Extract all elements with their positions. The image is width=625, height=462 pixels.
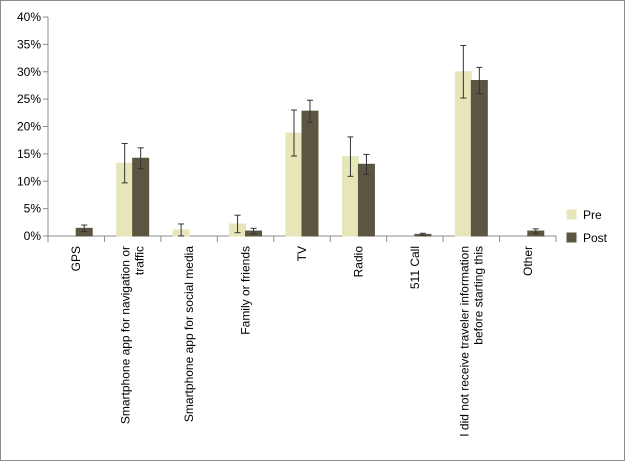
bar-post-7: [470, 80, 488, 237]
y-tick-label: 15%: [17, 147, 41, 161]
y-tick-label: 25%: [17, 92, 41, 106]
y-tick-label: 20%: [17, 120, 41, 134]
y-tick-label: 5%: [24, 202, 42, 216]
y-tick-label: 30%: [17, 65, 41, 79]
x-category-label: Other: [521, 246, 535, 276]
x-category-label: 511 Call: [408, 246, 422, 289]
x-category-label-line: Smartphone app for navigation or: [119, 246, 133, 424]
y-tick-label: 10%: [17, 174, 41, 188]
x-category-label: Family or friends: [239, 246, 253, 335]
legend-label-pre: Pre: [583, 208, 602, 222]
y-tick-label: 0%: [24, 229, 42, 243]
legend-swatch-pre: [566, 209, 577, 220]
bar-post-1: [132, 157, 150, 237]
y-tick-label: 35%: [17, 37, 41, 51]
x-category-label-line: Radio: [351, 246, 365, 278]
bar-post-4: [301, 110, 319, 237]
x-category-label-line: GPS: [69, 246, 83, 271]
x-category-label: I did not receive traveler informationbe…: [457, 246, 485, 437]
legend-swatch-post: [566, 232, 577, 243]
y-tick-label: 40%: [17, 10, 41, 24]
x-category-label-line: traffic: [133, 246, 147, 275]
x-category-label-line: Smartphone app for social media: [182, 246, 196, 422]
x-category-label-line: before starting this: [471, 246, 485, 345]
x-category-label-line: I did not receive traveler information: [457, 246, 471, 437]
legend-label-post: Post: [583, 231, 608, 245]
bar-post-5: [357, 163, 375, 237]
x-category-label: Smartphone app for social media: [182, 246, 196, 422]
x-category-label: Radio: [351, 246, 365, 278]
x-category-label: Smartphone app for navigation ortraffic: [119, 246, 147, 424]
x-category-label: TV: [295, 246, 309, 261]
x-category-label: GPS: [69, 246, 83, 271]
x-category-label-line: TV: [295, 246, 309, 261]
x-category-label-line: Other: [521, 246, 535, 276]
x-category-label-line: 511 Call: [408, 246, 422, 289]
x-category-label-line: Family or friends: [239, 246, 253, 335]
